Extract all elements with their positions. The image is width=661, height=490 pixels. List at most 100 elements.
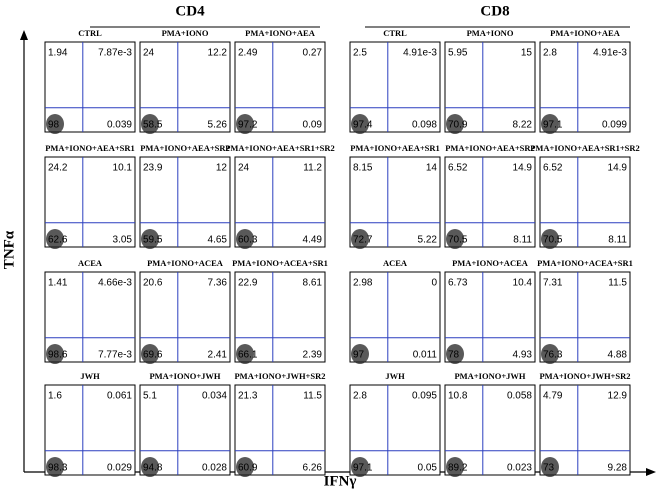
quadrant-value: 12.9 [608,391,628,402]
quadrant-value: 21.3 [238,391,258,402]
quadrant-value: 2.8 [353,391,367,402]
event-cloud [541,344,559,364]
event-cloud [236,114,254,134]
quadrant-value: 2.39 [303,350,323,361]
quadrant-value: 1.6 [48,391,62,402]
quadrant-value: 58.5 [143,120,163,131]
event-cloud [141,457,159,477]
quadrant-value: 8.11 [513,235,532,246]
panel-label: PMA+IONO+JWH+SR2 [234,371,325,381]
quadrant-value: 0.028 [202,463,227,474]
quadrant-value: 98.3 [48,463,68,474]
quadrant-value: 4.88 [608,350,628,361]
quadrant-value: 5.26 [208,120,228,131]
event-cloud [351,457,369,477]
panel-label: JWH [80,371,100,381]
quadrant-value: 1.94 [48,48,68,59]
quadrant-value: 5.1 [143,391,157,402]
quadrant-value: 0.058 [507,391,532,402]
quadrant-value: 15 [521,48,533,59]
quadrant-value: 0.27 [303,48,323,59]
panel-label: PMA+IONO+ACEA [147,258,224,268]
quadrant-value: 66.1 [238,350,258,361]
event-cloud [351,229,369,249]
quadrant-value: 70.9 [448,120,468,131]
quadrant-value: 20.6 [143,278,163,289]
quadrant-value: 98 [48,120,60,131]
quadrant-value: 97.1 [543,120,563,131]
panel-label: PMA+IONO+AEA+SR1+SR2 [530,143,640,153]
quadrant-value: 22.9 [238,278,258,289]
quadrant-value: 24 [238,163,250,174]
quadrant-value: 10.1 [113,163,133,174]
quadrant-value: 4.93 [513,350,533,361]
quadrant-value: 11.5 [608,278,627,289]
arrow-head [646,468,656,476]
quadrant-value: 12.2 [208,48,228,59]
quadrant-value: 7.36 [208,278,228,289]
panel-label: PMA+IONO+AEA+SR2 [445,143,535,153]
quadrant-value: 7.87e-3 [98,48,132,59]
quadrant-value: 5.22 [418,235,438,246]
quadrant-value: 89.2 [448,463,468,474]
quadrant-value: 2.5 [353,48,367,59]
quadrant-value: 0.023 [507,463,532,474]
panel-label: PMA+IONO+JWH+SR2 [539,371,630,381]
quadrant-value: 8.61 [303,278,323,289]
quadrant-value: 8.11 [608,235,627,246]
event-cloud [141,229,159,249]
panel-label: PMA+IONO+ACEA+SR1 [537,258,633,268]
quadrant-value: 6.52 [448,163,468,174]
quadrant-value: 4.79 [543,391,563,402]
quadrant-value: 97.2 [238,120,258,131]
panel-label: JWH [385,371,405,381]
quadrant-value: 0.029 [107,463,132,474]
quadrant-value: 4.66e-3 [98,278,132,289]
quadrant-value: 23.9 [143,163,163,174]
event-cloud [46,344,64,364]
group-title: CD8 [480,3,509,19]
quadrant-value: 0.011 [413,350,438,361]
panel-label: PMA+IONO+AEA [550,28,621,38]
quadrant-value: 0.099 [602,120,627,131]
quadrant-value: 60.9 [238,463,258,474]
quadrant-value: 14.9 [608,163,628,174]
quadrant-value: 62.6 [48,235,68,246]
quadrant-value: 0.039 [107,120,132,131]
quadrant-value: 24 [143,48,155,59]
quadrant-value: 12 [216,163,228,174]
quadrant-value: 94.8 [143,463,163,474]
panel-label: PMA+IONO+ACEA+SR1 [232,258,328,268]
quadrant-value: 6.52 [543,163,563,174]
quadrant-value: 6.26 [303,463,323,474]
quadrant-value: 60.3 [238,235,258,246]
panel-label: PMA+IONO+AEA [245,28,316,38]
quadrant-value: 5.95 [448,48,468,59]
event-cloud [141,114,159,134]
panel-label: PMA+IONO+AEA+SR1 [350,143,440,153]
quadrant-value: 70.5 [448,235,468,246]
event-cloud [446,229,464,249]
event-cloud [446,114,464,134]
quadrant-value: 10.4 [513,278,533,289]
panel-label: PMA+IONO [162,28,209,38]
quadrant-value: 14.9 [513,163,533,174]
quadrant-value: 72.7 [353,235,373,246]
quadrant-value: 3.05 [113,235,133,246]
panel-label: PMA+IONO+AEA+SR1+SR2 [225,143,335,153]
y-axis-label: TNFα [1,230,17,269]
quadrant-value: 14 [426,163,438,174]
quadrant-value: 97.4 [353,120,373,131]
quadrant-value: 0.034 [202,391,227,402]
quadrant-value: 0 [431,278,437,289]
event-cloud [141,344,159,364]
quadrant-value: 0.098 [412,120,437,131]
event-cloud [446,344,464,364]
quadrant-value: 97 [353,350,365,361]
event-cloud [351,114,369,134]
quadrant-value: 70.5 [543,235,563,246]
event-cloud [351,344,369,364]
quadrant-value: 24.2 [48,163,68,174]
quadrant-value: 0.05 [418,463,438,474]
panel-label: PMA+IONO+JWH [454,371,525,381]
